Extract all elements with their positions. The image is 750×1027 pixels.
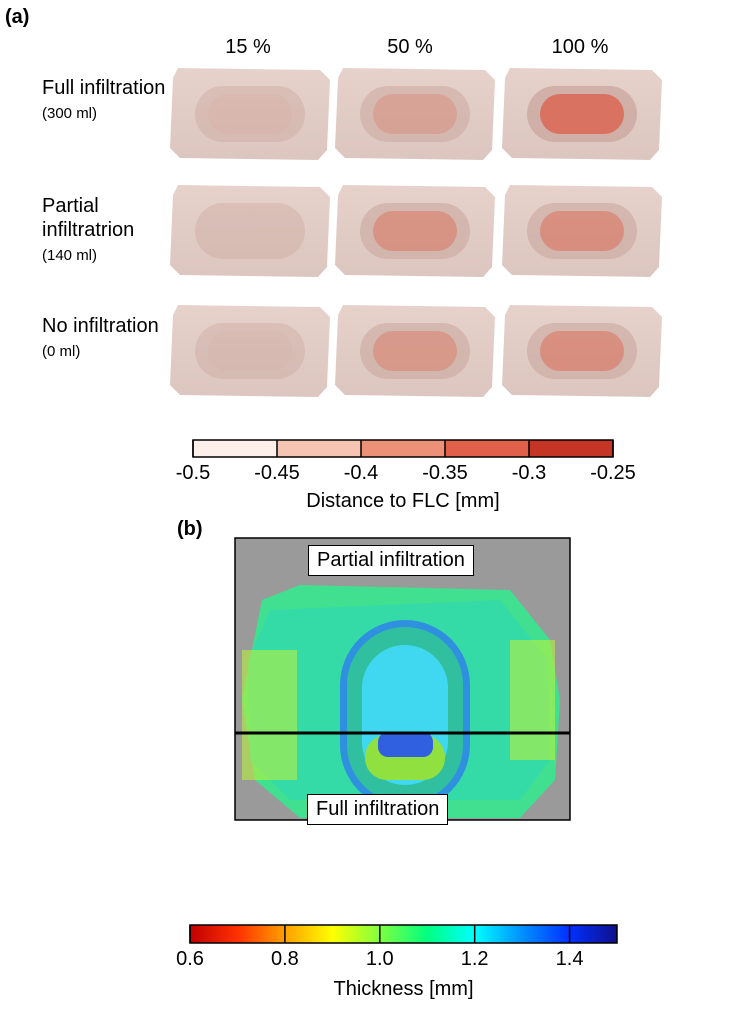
- row-label: No infiltration: [42, 315, 159, 337]
- plate: [170, 185, 330, 277]
- plate: [170, 68, 330, 160]
- plate-punch-floor: [208, 331, 292, 371]
- plate-punch: [360, 203, 470, 259]
- row-volume: (300 ml): [42, 105, 98, 122]
- colorbar-tick-label: 1.0: [366, 948, 394, 970]
- stadium-spot: [378, 732, 433, 757]
- plate-punch-floor: [373, 331, 457, 371]
- colorbar-tick-label: 0.6: [176, 948, 204, 970]
- plate: [170, 305, 330, 397]
- colorbar-tick-label: -0.3: [512, 462, 546, 484]
- colorbar-segment: [445, 440, 529, 457]
- row-label: Full infiltration: [42, 77, 166, 99]
- colorbar-segment: [193, 440, 277, 457]
- colorbar-tick-label: 0.8: [271, 948, 299, 970]
- panel-label: (b): [177, 518, 203, 540]
- colorbar: [190, 925, 617, 943]
- row-volume: (140 ml): [42, 247, 98, 264]
- colorbar-label: Distance to FLC [mm]: [306, 490, 500, 512]
- row-header: Partial infiltratrion (140 ml): [42, 194, 172, 268]
- map-label: Partial infiltration: [308, 545, 474, 576]
- colorbar-segment: [361, 440, 445, 457]
- colorbar-segment: [277, 440, 361, 457]
- plate-punch: [195, 86, 305, 142]
- plate-punch-floor: [540, 94, 624, 134]
- plate-punch: [527, 323, 637, 379]
- column-header: 15 %: [225, 36, 271, 58]
- plate-punch: [360, 86, 470, 142]
- row-volume: (0 ml): [42, 343, 81, 360]
- plate-punch-floor: [540, 211, 624, 251]
- row-header: Full infiltration (300 ml): [42, 76, 172, 126]
- plate-punch-floor: [373, 94, 457, 134]
- row-label: Partial infiltratrion: [42, 195, 135, 241]
- colorbar-tick-label: -0.5: [176, 462, 210, 484]
- row-header: No infiltration (0 ml): [42, 314, 172, 364]
- colorbar-tick-label: -0.4: [344, 462, 378, 484]
- plate-punch-floor: [373, 211, 457, 251]
- plate-punch: [527, 203, 637, 259]
- plate-punch: [195, 203, 305, 259]
- plate-grid: [170, 68, 662, 397]
- colorbar-tick-label: 1.2: [461, 948, 489, 970]
- thickness-map: [235, 538, 570, 820]
- colorbar-tick-label: -0.35: [422, 462, 468, 484]
- colorbar-tick-label: -0.25: [590, 462, 636, 484]
- plate-punch: [195, 323, 305, 379]
- plate-punch: [360, 323, 470, 379]
- colorbar-tick-label: -0.45: [254, 462, 300, 484]
- colorbar-tick-label: 1.4: [556, 948, 584, 970]
- map-patch: [510, 640, 555, 760]
- map-label: Full infiltration: [307, 794, 449, 825]
- plate-punch-floor: [540, 331, 624, 371]
- plate-punch-floor: [208, 94, 292, 134]
- map-patch: [242, 650, 297, 780]
- panel-label: (a): [5, 6, 30, 28]
- column-header: 100 %: [551, 36, 609, 58]
- colorbar-segment: [529, 440, 613, 457]
- column-header: 50 %: [387, 36, 433, 58]
- colorbar-label: Thickness [mm]: [333, 978, 474, 1000]
